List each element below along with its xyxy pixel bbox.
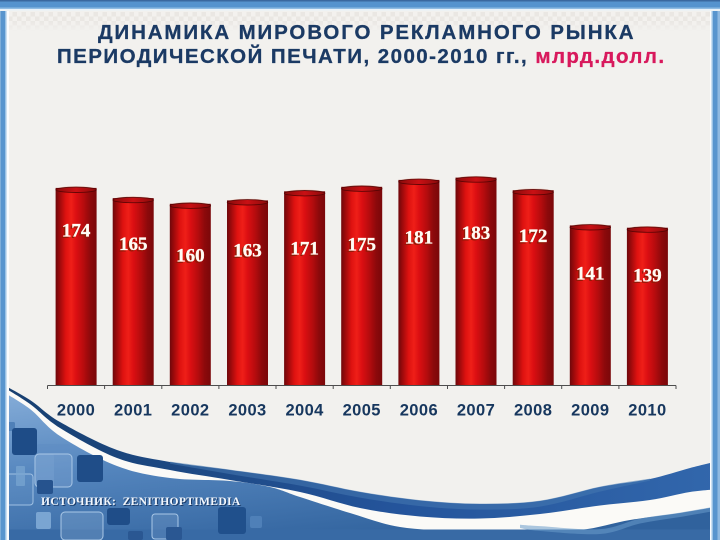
svg-text:2004: 2004 [285,402,324,420]
svg-text:171: 171 [290,238,319,259]
svg-text:139: 139 [633,265,662,286]
svg-text:183: 183 [462,223,491,244]
svg-text:171: 171 [289,240,318,261]
svg-text:183: 183 [460,225,489,246]
svg-text:2001: 2001 [114,402,152,420]
svg-text:163: 163 [232,242,261,263]
svg-text:172: 172 [519,226,548,247]
svg-text:174: 174 [62,220,91,241]
svg-text:2008: 2008 [514,402,552,420]
svg-text:2007: 2007 [457,402,495,420]
svg-text:175: 175 [346,236,375,257]
svg-text:165: 165 [117,236,146,257]
svg-text:175: 175 [347,234,376,255]
svg-text:2002: 2002 [171,402,209,420]
svg-text:172: 172 [517,228,546,249]
svg-text:139: 139 [631,267,660,288]
svg-text:2000: 2000 [57,402,95,420]
svg-text:2009: 2009 [571,402,609,420]
svg-text:165: 165 [119,234,148,255]
svg-text:141: 141 [576,263,605,284]
svg-text:2005: 2005 [343,402,381,420]
svg-text:174: 174 [60,222,89,243]
svg-text:141: 141 [574,265,603,286]
svg-text:160: 160 [174,247,203,268]
svg-text:181: 181 [403,229,432,250]
svg-text:163: 163 [233,240,262,261]
svg-text:160: 160 [176,245,205,266]
svg-text:2010: 2010 [628,402,666,420]
svg-text:181: 181 [405,227,434,248]
svg-text:2006: 2006 [400,402,438,420]
svg-text:2003: 2003 [228,402,266,420]
